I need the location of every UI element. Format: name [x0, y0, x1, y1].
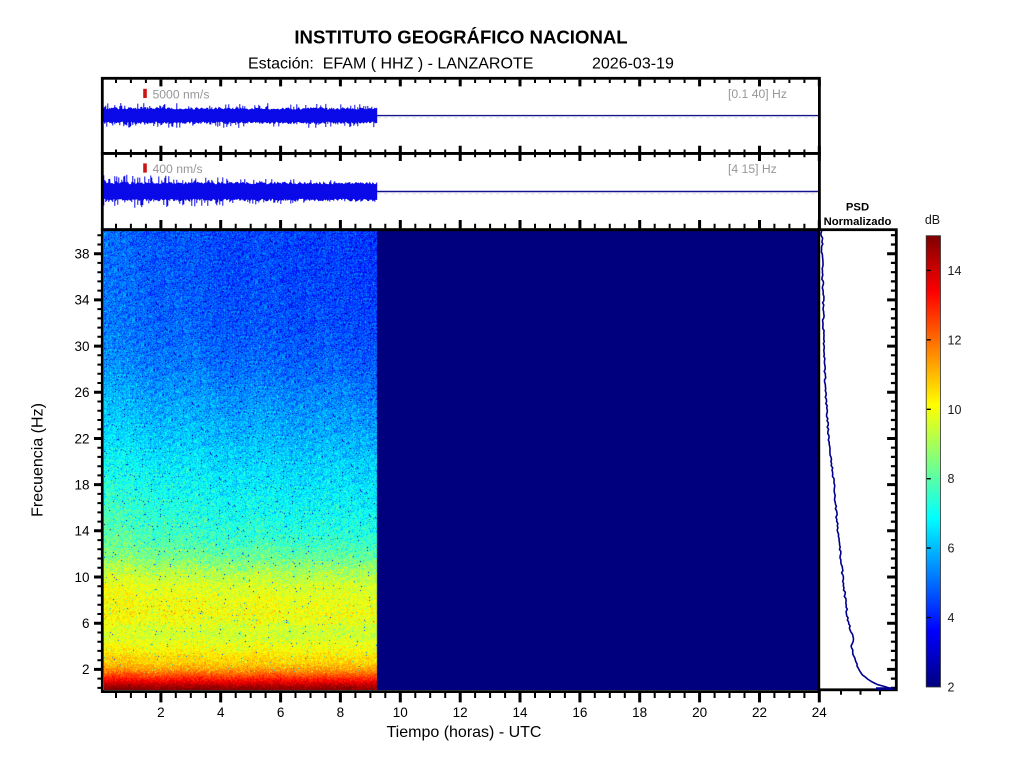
svg-text:PSD: PSD: [846, 202, 869, 214]
svg-text:6: 6: [82, 616, 90, 631]
svg-text:20: 20: [692, 705, 707, 720]
svg-text:22: 22: [752, 705, 767, 720]
svg-text:Frecuencia (Hz): Frecuencia (Hz): [30, 403, 47, 517]
svg-text:26: 26: [74, 385, 89, 400]
svg-text:4: 4: [217, 705, 225, 720]
svg-text:2: 2: [157, 705, 165, 720]
svg-text:[4 15] Hz: [4 15] Hz: [728, 162, 777, 176]
svg-text:14: 14: [74, 524, 90, 539]
svg-text:4: 4: [948, 611, 955, 625]
svg-text:12: 12: [948, 333, 962, 347]
svg-text:Normalizado: Normalizado: [824, 216, 892, 228]
svg-text:6: 6: [948, 542, 955, 556]
svg-text:8: 8: [948, 472, 955, 486]
svg-text:18: 18: [632, 705, 647, 720]
svg-text:INSTITUTO GEOGRÁFICO NACIONAL: INSTITUTO GEOGRÁFICO NACIONAL: [294, 27, 627, 48]
svg-text:8: 8: [337, 705, 345, 720]
svg-text:5000 nm/s: 5000 nm/s: [153, 88, 210, 102]
svg-text:16: 16: [572, 705, 587, 720]
svg-text:18: 18: [74, 477, 89, 492]
svg-text:38: 38: [74, 247, 89, 262]
svg-text:10: 10: [393, 705, 408, 720]
svg-text:24: 24: [812, 705, 828, 720]
svg-text:10: 10: [74, 570, 89, 585]
svg-text:30: 30: [74, 339, 89, 354]
svg-text:400 nm/s: 400 nm/s: [153, 162, 203, 176]
svg-text:10: 10: [948, 403, 962, 417]
svg-text:12: 12: [453, 705, 468, 720]
svg-text:6: 6: [277, 705, 285, 720]
svg-text:Tiempo (horas) - UTC: Tiempo (horas) - UTC: [387, 724, 542, 741]
svg-text:14: 14: [512, 705, 528, 720]
svg-text:22: 22: [74, 431, 89, 446]
svg-text:[0.1 40] Hz: [0.1 40] Hz: [728, 87, 787, 101]
svg-text:14: 14: [948, 264, 962, 278]
svg-text:Estación: EFAM ( HHZ ) - LANZ: Estación: EFAM ( HHZ ) - LANZAROTE: [248, 56, 533, 73]
svg-text:dB: dB: [925, 213, 940, 227]
svg-text:2: 2: [82, 662, 90, 677]
svg-text:2026-03-19: 2026-03-19: [592, 56, 674, 73]
svg-text:34: 34: [74, 293, 90, 308]
svg-text:2: 2: [948, 681, 955, 695]
